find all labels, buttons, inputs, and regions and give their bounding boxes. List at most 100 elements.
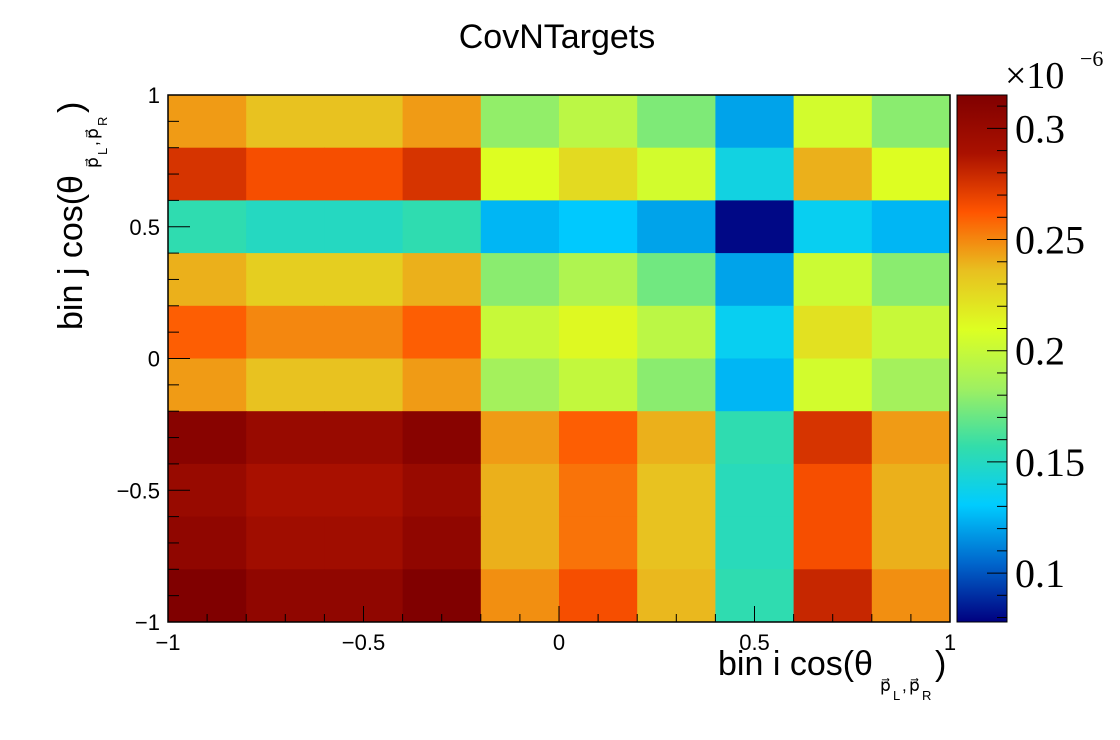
heatmap-cell-r4-c5 [559,305,638,359]
heatmap-cell-r1-c8 [793,147,873,201]
svg-text:bin j cos(θ: bin j cos(θ [52,175,90,330]
heatmap-cell-r1-c6 [637,147,716,201]
heatmap-cell-r4-c3 [402,305,482,359]
heatmap-cell-r1-c5 [559,147,638,201]
heatmap-cell-r4-c8 [793,305,873,359]
heatmap-cell-r2-c9 [871,200,951,254]
heatmap-cell-r8-c8 [793,516,873,570]
colorbar-ticks: 0.1 0.15 0.2 0.25 0.3 [987,105,1085,619]
heatmap-cell-r7-c8 [793,463,873,518]
y-axis-title-sub-2: R [95,117,110,126]
heatmap-cell-r9-c1 [246,569,325,623]
svg-text:bin i cos(θ: bin i cos(θ [718,645,873,683]
heatmap-cell-r3-c6 [637,253,716,307]
y-tick-label: −1 [135,610,160,635]
heatmap-cell-r0-c8 [793,95,873,149]
y-axis-title-vector-1: p⃗ [83,157,102,168]
heatmap-cell-r6-c4 [480,411,560,465]
heatmap-cell-r7-c2 [324,463,404,518]
heatmap-cell-r3-c2 [324,253,404,307]
heatmap-cell-r7-c6 [637,463,716,518]
heatmap-cell-r2-c1 [246,200,325,254]
heatmap-cell-r2-c7 [715,200,795,254]
y-tick-label: 0 [148,347,160,372]
heatmap-cell-r5-c4 [480,358,560,412]
heatmap-cell-r8-c9 [871,516,951,570]
heatmap-cells [168,95,951,623]
heatmap-cell-r7-c7 [715,463,795,518]
heatmap-cell-r4-c0 [168,305,247,359]
heatmap-cell-r6-c0 [168,411,247,465]
heatmap-cell-r1-c1 [246,147,325,201]
x-tick-label: 0 [553,630,565,655]
heatmap-cell-r6-c9 [871,411,951,465]
x-axis-title-sub-1: L [893,688,900,703]
heatmap-cell-r3-c7 [715,253,795,307]
heatmap-cell-r1-c0 [168,147,247,201]
heatmap-cell-r7-c3 [402,463,482,518]
y-tick-label: −0.5 [117,478,160,503]
heatmap-cell-r0-c9 [871,95,951,149]
x-axis-title: bin i cos(θ p⃗ L , p⃗ R ) [718,645,946,703]
x-tick-label: 1 [944,630,956,655]
heatmap-cell-r8-c4 [480,516,560,570]
heatmap-cell-r8-c7 [715,516,795,570]
colorbar-tick-label: 0.1 [1015,551,1065,596]
heatmap-cell-r5-c0 [168,358,247,412]
heatmap-cell-r3-c4 [480,253,560,307]
heatmap-cell-r5-c7 [715,358,795,412]
x-axis-title-vector-2: p⃗ [909,676,920,695]
colorbar [956,94,1008,623]
heatmap-cell-r9-c9 [871,569,951,623]
heatmap-cell-r0-c5 [559,95,638,149]
heatmap-cell-r4-c1 [246,305,325,359]
heatmap-cell-r2-c5 [559,200,638,254]
heatmap-cell-r8-c5 [559,516,638,570]
heatmap-cell-r3-c5 [559,253,638,307]
colorbar-tick-label: 0.2 [1015,329,1065,374]
colorbar-multiplier-exponent: −6 [1080,46,1103,71]
heatmap-cell-r7-c9 [871,463,951,518]
heatmap-cell-r3-c0 [168,253,247,307]
heatmap-cell-r1-c3 [402,147,482,201]
heatmap-cell-r3-c1 [246,253,325,307]
y-axis-title-text: bin j cos(θ [52,175,90,330]
heatmap-cell-r4-c9 [871,305,951,359]
heatmap-cell-r9-c8 [793,569,873,623]
heatmap-cell-r3-c8 [793,253,873,307]
heatmap-cell-r4-c7 [715,305,795,359]
x-tick-label: −0.5 [342,630,385,655]
heatmap-cell-r6-c1 [246,411,325,465]
heatmap-cell-r1-c2 [324,147,404,201]
heatmap-cell-r1-c4 [480,147,560,201]
heatmap-cell-r9-c0 [168,569,247,623]
heatmap-cell-r4-c6 [637,305,716,359]
heatmap-cell-r4-c4 [480,305,560,359]
heatmap-cell-r2-c4 [480,200,560,254]
heatmap-cell-r6-c8 [793,411,873,465]
heatmap-cell-r9-c4 [480,569,560,623]
colorbar-tick-label: 0.15 [1015,440,1085,485]
heatmap-cell-r2-c6 [637,200,716,254]
heatmap-cell-r9-c3 [402,569,482,623]
y-tick-label: 1 [148,83,160,108]
heatmap-cell-r8-c6 [637,516,716,570]
heatmap-cell-r1-c9 [871,147,951,201]
heatmap-cell-r8-c1 [246,516,325,570]
heatmap-cell-r6-c6 [637,411,716,465]
x-axis-title-text: bin i cos(θ [718,645,873,683]
heatmap-cell-r1-c7 [715,147,795,201]
heatmap-cell-r9-c6 [637,569,716,623]
heatmap-cell-r7-c4 [480,463,560,518]
heatmap-cell-r2-c8 [793,200,873,254]
colorbar-tick-label: 0.3 [1015,106,1065,151]
x-axis-ticks: −1 −0.5 0 0.5 1 [155,606,956,655]
heatmap-cell-r8-c2 [324,516,404,570]
heatmap-cell-r8-c0 [168,516,247,570]
y-axis-ticks: −1 −0.5 0 0.5 1 [117,83,190,635]
x-axis-title-close: ) [935,645,946,683]
heatmap-cell-r0-c4 [480,95,560,149]
heatmap-cell-r0-c1 [246,95,325,149]
